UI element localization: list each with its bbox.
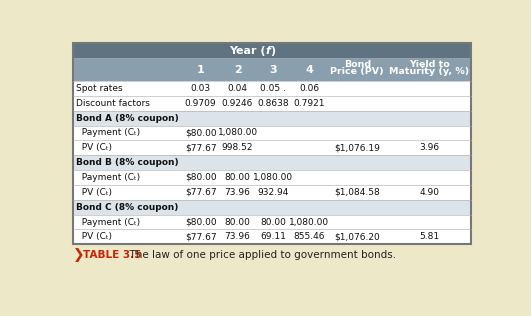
Text: 3.96: 3.96 <box>419 143 439 152</box>
Text: 4: 4 <box>305 65 313 75</box>
Text: Bond C (8% coupon): Bond C (8% coupon) <box>76 203 179 212</box>
Text: 80.00: 80.00 <box>260 217 286 227</box>
Text: ❯: ❯ <box>73 248 85 262</box>
Text: $80.00: $80.00 <box>185 217 217 227</box>
Text: $77.67: $77.67 <box>185 143 217 152</box>
Text: Bond A (8% coupon): Bond A (8% coupon) <box>76 114 179 123</box>
Text: The law of one price applied to government bonds.: The law of one price applied to governme… <box>123 250 396 260</box>
Text: 932.94: 932.94 <box>258 188 289 197</box>
Text: 0.8638: 0.8638 <box>258 99 289 108</box>
Text: 5.81: 5.81 <box>419 232 439 241</box>
Text: 1,080.00: 1,080.00 <box>218 129 258 137</box>
Bar <box>73 140 471 155</box>
Bar <box>73 125 471 140</box>
Bar <box>73 229 471 244</box>
Text: 0.03: 0.03 <box>191 84 211 93</box>
Text: 1: 1 <box>196 65 204 75</box>
Bar <box>73 215 471 229</box>
Text: 80.00: 80.00 <box>225 217 251 227</box>
Text: PV (Cₜ): PV (Cₜ) <box>76 232 113 241</box>
Text: Payment (Cₜ): Payment (Cₜ) <box>76 173 141 182</box>
Text: ): ) <box>270 46 276 56</box>
Text: 73.96: 73.96 <box>225 232 251 241</box>
Text: Maturity (y, %): Maturity (y, %) <box>389 67 469 76</box>
Text: 1,080.00: 1,080.00 <box>289 217 329 227</box>
Bar <box>73 81 471 96</box>
Text: $80.00: $80.00 <box>185 173 217 182</box>
Bar <box>73 43 471 244</box>
Text: $1,084.58: $1,084.58 <box>335 188 380 197</box>
Text: 0.05 .: 0.05 . <box>260 84 286 93</box>
Text: Discount factors: Discount factors <box>76 99 150 108</box>
Text: 0.7921: 0.7921 <box>293 99 325 108</box>
Bar <box>73 59 471 81</box>
Bar <box>73 111 471 125</box>
Text: PV (Cₜ): PV (Cₜ) <box>76 188 113 197</box>
Text: Spot rates: Spot rates <box>76 84 123 93</box>
Text: 3: 3 <box>270 65 277 75</box>
Text: Payment (Cₜ): Payment (Cₜ) <box>76 217 141 227</box>
Text: 73.96: 73.96 <box>225 188 251 197</box>
Text: 0.9709: 0.9709 <box>185 99 217 108</box>
Text: TABLE 3.5: TABLE 3.5 <box>83 250 141 260</box>
Text: 1,080.00: 1,080.00 <box>253 173 294 182</box>
Text: Price (PV): Price (PV) <box>330 67 384 76</box>
Bar <box>73 185 471 200</box>
Text: $1,076.19: $1,076.19 <box>335 143 380 152</box>
Text: $1,076.20: $1,076.20 <box>335 232 380 241</box>
Text: Payment (Cₜ): Payment (Cₜ) <box>76 129 141 137</box>
Text: $80.00: $80.00 <box>185 129 217 137</box>
Text: $77.67: $77.67 <box>185 188 217 197</box>
Text: 80.00: 80.00 <box>225 173 251 182</box>
Text: 69.11: 69.11 <box>260 232 286 241</box>
Bar <box>73 43 471 59</box>
Text: 4.90: 4.90 <box>419 188 439 197</box>
Text: f: f <box>266 46 271 56</box>
Text: 855.46: 855.46 <box>293 232 325 241</box>
Text: 2: 2 <box>234 65 242 75</box>
Text: Bond: Bond <box>344 60 371 69</box>
Text: Bond B (8% coupon): Bond B (8% coupon) <box>76 158 179 167</box>
Bar <box>73 155 471 170</box>
Text: 0.06: 0.06 <box>299 84 319 93</box>
Bar <box>73 96 471 111</box>
Text: 0.04: 0.04 <box>228 84 247 93</box>
Text: Yield to: Yield to <box>409 60 450 69</box>
Bar <box>73 200 471 215</box>
Text: 0.9246: 0.9246 <box>222 99 253 108</box>
Text: Year (: Year ( <box>229 46 266 56</box>
Text: PV (Cₜ): PV (Cₜ) <box>76 143 113 152</box>
Text: $77.67: $77.67 <box>185 232 217 241</box>
Text: 998.52: 998.52 <box>222 143 253 152</box>
Bar <box>73 170 471 185</box>
